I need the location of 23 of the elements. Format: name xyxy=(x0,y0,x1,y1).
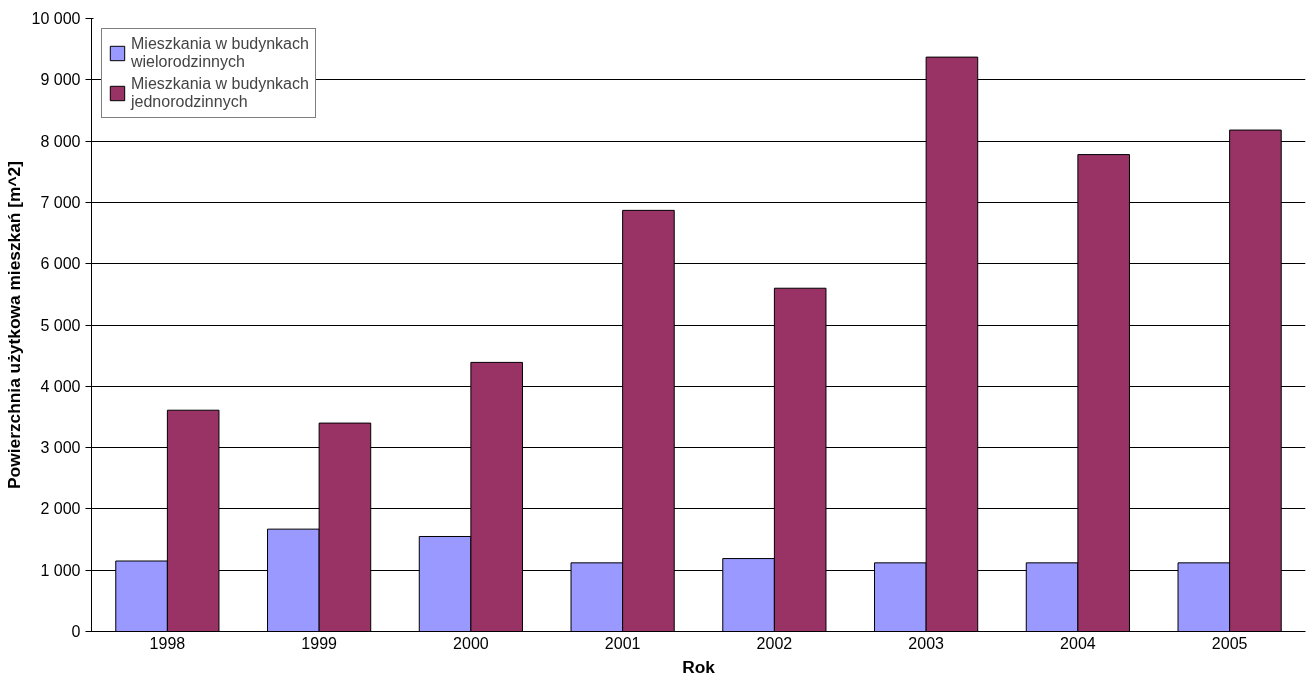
y-tick-label: 9 000 xyxy=(40,71,81,89)
x-tick-label: 2001 xyxy=(604,634,641,652)
y-tick-label: 6 000 xyxy=(40,255,81,273)
y-tick-label: 0 xyxy=(71,623,81,640)
y-tick-label: 5 000 xyxy=(40,316,81,334)
y-tick-label: 8 000 xyxy=(40,132,81,150)
x-tick-label: 1999 xyxy=(301,634,338,652)
y-tick-label: 10 000 xyxy=(31,10,81,27)
x-axis-title: Rok xyxy=(682,656,716,677)
x-tick-label: 2005 xyxy=(1211,634,1248,652)
x-tick-label: 2000 xyxy=(453,634,489,652)
y-tick-label: 2 000 xyxy=(40,500,81,518)
y-tick-label: 7 000 xyxy=(40,193,81,211)
x-tick-label: 1998 xyxy=(149,634,186,652)
legend-label: Mieszkania w budynkach jednorodzinnych xyxy=(131,75,309,111)
x-tick-label: 2002 xyxy=(756,634,793,652)
y-tick-label: 1 000 xyxy=(40,561,81,579)
legend-label: Mieszkania w budynkach wielorodzinnych xyxy=(131,35,309,71)
x-tick-label: 2004 xyxy=(1060,634,1096,652)
x-tick-label: 2003 xyxy=(908,634,945,652)
y-axis-title: Powierzchnia użytkowa mieszkań [m^2] xyxy=(3,161,24,489)
y-tick-label: 3 000 xyxy=(40,439,81,457)
y-tick-label: 4 000 xyxy=(40,377,81,395)
